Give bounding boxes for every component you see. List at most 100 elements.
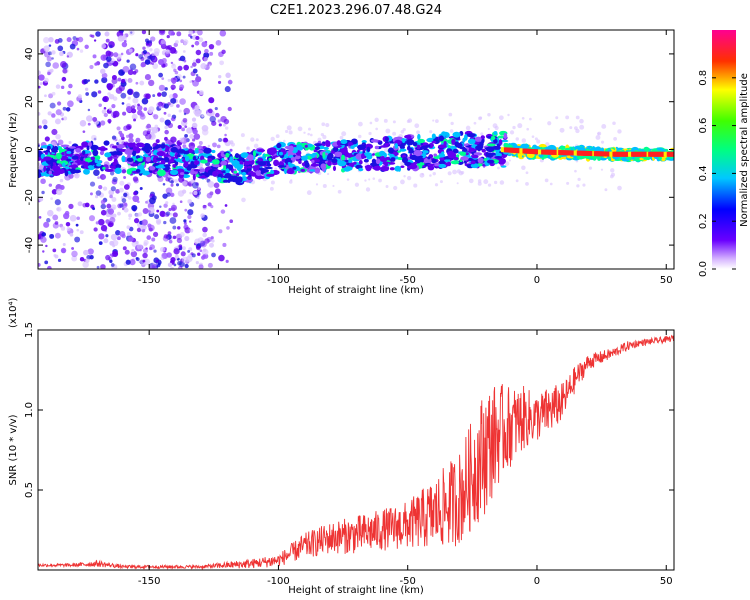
spectrogram-signal-point [310, 163, 320, 167]
spectrogram-signal-point [90, 144, 99, 151]
spectrogram-signal-point [272, 156, 276, 160]
spectrogram-noise-point [201, 124, 209, 132]
spectrogram-noise-point [162, 252, 169, 259]
spectrogram-noise-point [137, 103, 140, 107]
spectrogram-signal-point [44, 151, 48, 155]
spectrogram-noise-point [241, 197, 246, 203]
spectrogram-noise-point [167, 113, 171, 118]
spectrogram-noise-point [385, 185, 389, 188]
spectrogram-ridge-segment [634, 151, 638, 157]
spectrogram-noise-point [123, 192, 128, 197]
spectrogram-signal-point [211, 149, 216, 154]
spectrogram-signal-point [220, 160, 228, 166]
spectrogram-noise-point [172, 202, 175, 206]
spectrogram-noise-point [156, 102, 162, 108]
spectrogram-signal-point [132, 146, 140, 149]
spectrogram-noise-point [212, 142, 217, 148]
spectrogram-noise-point [168, 30, 175, 36]
spectrogram-noise-point [473, 121, 477, 125]
spectrogram-noise-point [275, 134, 280, 139]
spectrogram-signal-point [233, 159, 238, 165]
spectrogram-noise-point [55, 109, 62, 116]
spectrogram-noise-point [116, 126, 121, 131]
spectrogram-noise-point [102, 175, 107, 179]
spectrogram-noise-point [117, 138, 125, 145]
spectrogram-noise-point [126, 225, 131, 230]
spectrogram-noise-point [574, 169, 577, 173]
spectrogram-noise-point [62, 242, 66, 247]
spectrogram-noise-point [223, 118, 230, 125]
spectrogram-noise-point [168, 94, 174, 99]
spectrogram-ridge-segment [609, 151, 613, 157]
spectrogram-ridge-segment [624, 151, 628, 157]
spectrogram-signal-point [343, 167, 351, 172]
spectrogram-noise-point [498, 115, 504, 121]
spectrogram-noise-point [143, 239, 149, 246]
spectrogram-noise-point [159, 205, 162, 209]
spectrogram-noise-point [171, 79, 177, 84]
spectrogram-signal-point [160, 143, 166, 149]
spectrogram-noise-point [465, 125, 471, 131]
spectrogram-noise-point [173, 42, 178, 48]
spectrogram-noise-point [601, 124, 607, 129]
spectrogram-signal-point [60, 155, 69, 162]
spectrogram-signal-point [83, 168, 90, 175]
spectrogram-noise-point [416, 130, 420, 135]
spectrogram-noise-point [89, 255, 94, 260]
spectrogram-marks [38, 30, 674, 269]
spectrogram-signal-point [314, 159, 321, 163]
spectrogram-noise-point [64, 210, 70, 216]
spectrogram-noise-point [124, 249, 130, 255]
spectrogram-noise-point [158, 84, 166, 91]
spectrogram-ridge-segment [550, 149, 554, 155]
spectrogram-signal-point [431, 140, 437, 144]
spectrogram-noise-point [103, 113, 108, 118]
spectrogram-noise-point [167, 231, 172, 235]
spectrogram-noise-point [432, 119, 435, 122]
spectrogram-noise-point [186, 127, 193, 134]
spectrogram-noise-point [112, 110, 120, 118]
spectrogram-noise-point [196, 196, 200, 200]
spectrogram-noise-point [57, 38, 63, 43]
spectrogram-noise-point [169, 217, 177, 224]
spectrogram-noise-point [74, 236, 81, 243]
spectrogram-noise-point [137, 110, 143, 116]
spectrogram-noise-point [494, 125, 499, 131]
spectrogram-signal-point [314, 167, 321, 174]
spectrogram-noise-point [575, 115, 580, 120]
spectrogram-noise-point [368, 131, 372, 136]
spectrogram-ridge-segment [555, 149, 559, 155]
spectrogram-noise-point [439, 180, 443, 184]
spectrogram-noise-point [103, 238, 109, 244]
spectrogram-noise-point [105, 38, 110, 43]
spectrogram-signal-point [431, 158, 437, 164]
spectrogram-noise-point [109, 253, 113, 257]
spectrogram-noise-point [67, 100, 74, 108]
spectrogram-noise-point [208, 97, 215, 104]
spectrogram-noise-point [157, 58, 164, 65]
spectrogram-signal-point [212, 170, 219, 177]
spectrogram-noise-point [98, 218, 105, 226]
spectrogram-noise-point [365, 187, 371, 192]
spectrogram-noise-point [127, 77, 133, 83]
spectrogram-noise-point [119, 133, 125, 138]
spectrogram-noise-point [429, 130, 433, 134]
spectrogram-ridge-segment [503, 147, 507, 153]
spectrogram-noise-point [207, 144, 211, 148]
spectrogram-noise-point [71, 255, 78, 262]
spectrogram-noise-point [120, 52, 124, 56]
snr-y-tick-label: 1.5 [24, 322, 35, 338]
snr-y-tick-label: 0.5 [24, 482, 35, 498]
spectrogram-noise-point [40, 178, 46, 185]
spectrogram-ridge-segment [671, 151, 674, 157]
spectrogram-signal-point [438, 153, 446, 158]
spectrogram-noise-point [131, 205, 138, 212]
spectrogram-noise-point [588, 166, 593, 170]
colorbar-gradient [712, 30, 736, 269]
spectrogram-noise-point [165, 187, 173, 195]
spectrogram-ridge-segment [623, 151, 627, 157]
spectrogram-noise-point [95, 221, 99, 225]
spectrogram-noise-point [43, 45, 50, 52]
spectrogram-noise-point [225, 259, 229, 263]
spectrogram-signal-point [341, 154, 346, 161]
